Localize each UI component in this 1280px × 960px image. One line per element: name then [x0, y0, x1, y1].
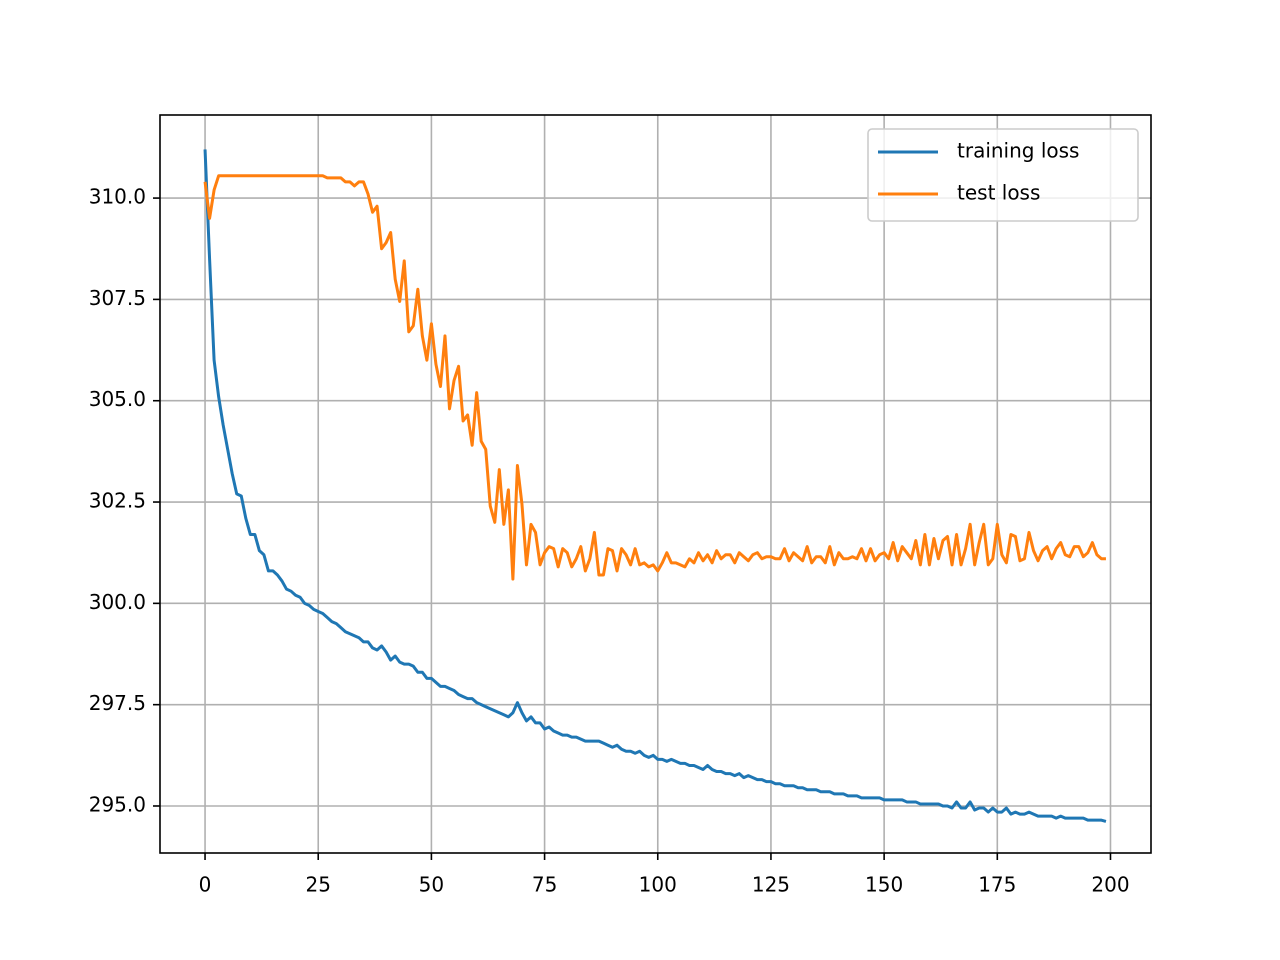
- x-tick-label: 75: [532, 873, 557, 897]
- y-tick-label: 307.5: [89, 286, 146, 310]
- legend-label: test loss: [957, 181, 1040, 205]
- plot-frame: [159, 114, 1152, 854]
- legend: training loss test loss: [867, 128, 1139, 222]
- legend-label: training loss: [957, 139, 1079, 163]
- x-tick-label: 175: [978, 873, 1016, 897]
- x-tick-label: 200: [1091, 873, 1129, 897]
- y-tick-label: 310.0: [89, 185, 146, 209]
- y-tick-label: 305.0: [89, 387, 146, 411]
- data-line: [203, 149, 1107, 823]
- x-tick-label: 50: [419, 873, 444, 897]
- x-tick-label: 100: [639, 873, 677, 897]
- y-tick-label: 295.0: [89, 792, 146, 816]
- x-tick-label: 25: [305, 873, 330, 897]
- x-tick-label: 0: [199, 873, 212, 897]
- y-tick-label: 300.0: [89, 590, 146, 614]
- y-tick-label: 297.5: [89, 691, 146, 715]
- y-tick-label: 302.5: [89, 489, 146, 513]
- x-tick-label: 125: [752, 873, 790, 897]
- data-line: [203, 174, 1106, 581]
- x-tick-label: 150: [865, 873, 903, 897]
